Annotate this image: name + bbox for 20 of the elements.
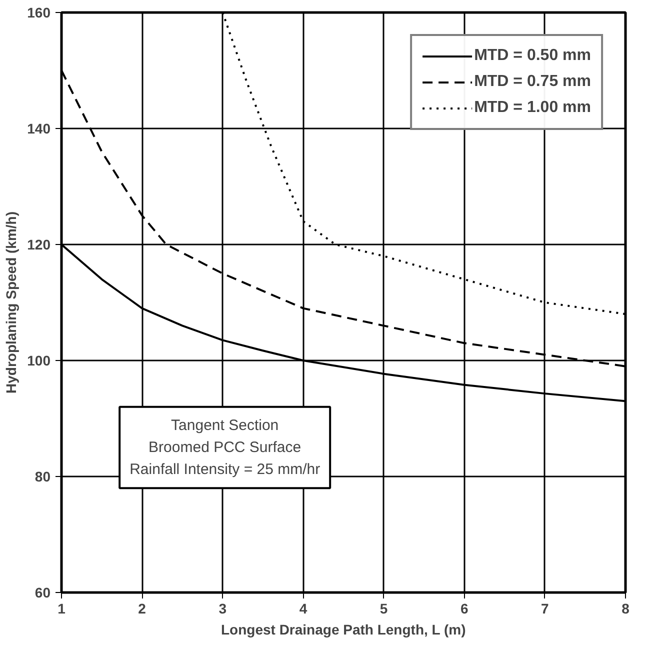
x-tick-label: 8 xyxy=(622,600,630,616)
x-tick-label: 3 xyxy=(218,600,227,616)
y-tick-label: 100 xyxy=(27,352,51,368)
x-tick-label: 7 xyxy=(541,600,550,616)
y-tick-label: 60 xyxy=(34,584,51,600)
x-tick-label: 6 xyxy=(460,600,468,616)
legend-label: MTD = 0.50 mm xyxy=(474,47,591,65)
legend-label: MTD = 1.00 mm xyxy=(474,99,591,117)
x-tick-label: 4 xyxy=(299,600,308,616)
y-tick-label: 160 xyxy=(27,4,51,20)
y-tick-label: 80 xyxy=(34,468,51,484)
x-tick-label: 1 xyxy=(58,600,66,616)
x-axis-title: Longest Drainage Path Length, L (m) xyxy=(220,622,466,638)
x-tick-label: 5 xyxy=(380,600,388,616)
annotation: Tangent Section Broomed PCC Surface Rainfall Intensity = 25 mm/hr xyxy=(130,416,320,478)
x-tick-label: 2 xyxy=(138,600,146,616)
legend-label: MTD = 0.75 mm xyxy=(474,73,591,91)
y-tick-label: 140 xyxy=(27,120,51,136)
y-axis-title: Hydroplaning Speed (km/h) xyxy=(3,211,20,394)
y-tick-label: 120 xyxy=(27,236,51,252)
